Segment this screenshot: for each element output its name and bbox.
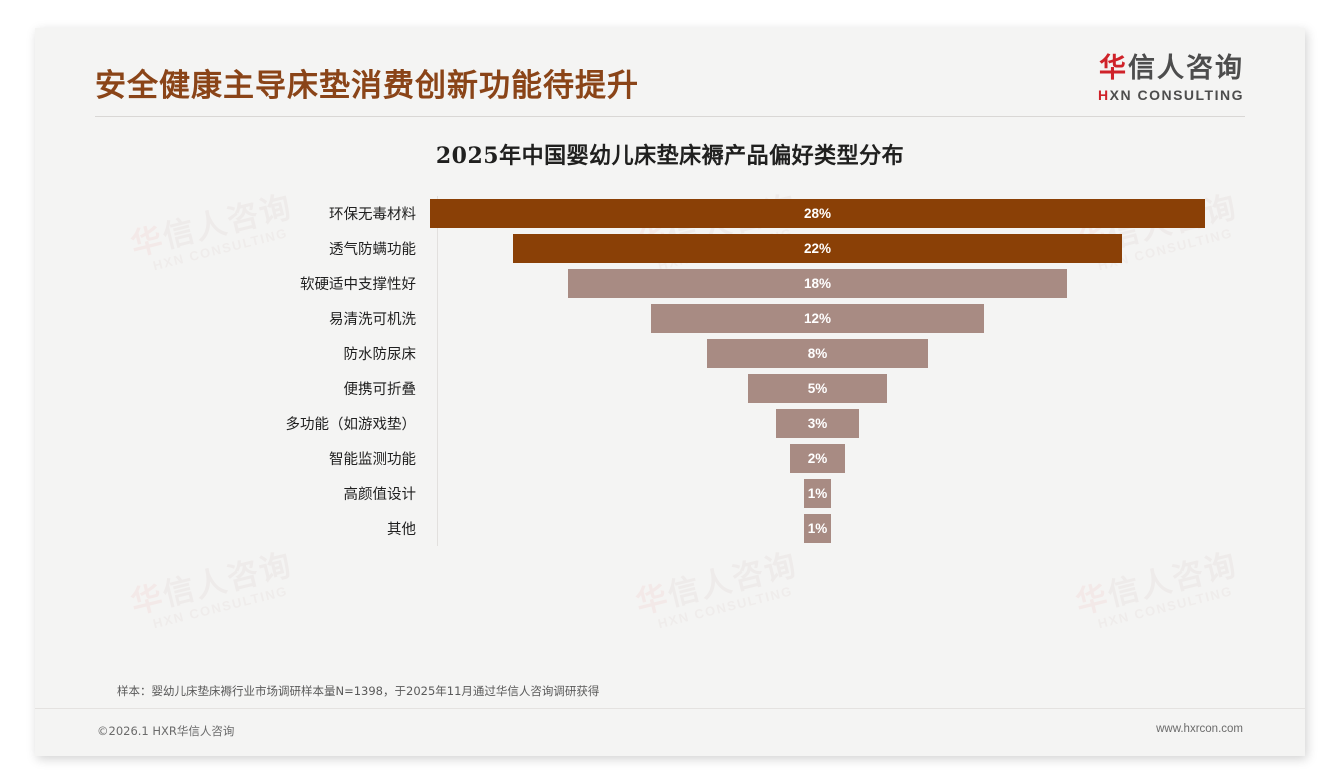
bar-value-label: 3% [807, 416, 828, 431]
bar-value-label: 5% [807, 381, 828, 396]
bar-segment[interactable]: 1% [803, 514, 832, 543]
funnel-row: 其他 1% [120, 511, 1220, 546]
watermark: 华信人咨询 HXN CONSULTING [1070, 539, 1244, 635]
watermark-cn-red: 华 [1072, 578, 1113, 621]
watermark-cn-red: 华 [127, 578, 168, 621]
brand-cn-red: 华 [1099, 53, 1128, 84]
bar-segment[interactable]: 2% [789, 444, 846, 473]
slide-header: 安全健康主导床垫消费创新功能待提升 华信人咨询 HXN CONSULTING [35, 28, 1305, 118]
footer-copyright: ©2026.1 HXR华信人咨询 [97, 724, 235, 738]
bar-value-label: 2% [807, 451, 828, 466]
chart-footnote: 样本：婴幼儿床垫床褥行业市场调研样本量N=1398，于2025年11月通过华信人… [117, 684, 600, 698]
watermark-cn-red: 华 [632, 578, 673, 621]
bar-segment[interactable]: 3% [775, 409, 859, 438]
footer-website[interactable]: www.hxrcon.com [1156, 723, 1243, 735]
bar-segment[interactable]: 1% [803, 479, 832, 508]
funnel-row: 高颜值设计 1% [120, 476, 1220, 511]
bar-track: 1% [430, 476, 1220, 511]
funnel-row: 防水防尿床 8% [120, 336, 1220, 371]
bar-track: 28% [430, 196, 1220, 231]
bar-track: 5% [430, 371, 1220, 406]
funnel-row: 易清洗可机洗 12% [120, 301, 1220, 336]
axis-line [437, 196, 438, 546]
watermark-cn-rest: 信人咨询 [664, 546, 801, 613]
title-divider [95, 116, 1245, 117]
watermark-en: HXN CONSULTING [1096, 583, 1235, 632]
category-label: 多功能（如游戏垫） [285, 417, 417, 433]
funnel-chart: 环保无毒材料 28% 透气防螨功能 22% 软硬适中支撑性好 18% 易清洗可机洗 12% 防水… [120, 196, 1220, 546]
bar-track: 8% [430, 336, 1220, 371]
bar-value-label: 18% [803, 276, 831, 291]
chart-title: 2025年中国婴幼儿床垫床褥产品偏好类型分布 [435, 143, 905, 169]
funnel-row: 软硬适中支撑性好 18% [120, 266, 1220, 301]
watermark-cn-rest: 信人咨询 [1104, 546, 1241, 613]
brand-en-rest: XN CONSULTING [1109, 86, 1244, 103]
bar-segment[interactable]: 12% [651, 304, 984, 333]
category-label: 便携可折叠 [343, 382, 417, 398]
category-label: 透气防螨功能 [329, 242, 416, 258]
category-label: 高颜值设计 [343, 487, 417, 503]
chart-container: 2025年中国婴幼儿床垫床褥产品偏好类型分布 环保无毒材料 28% 透气防螨功能 22… [35, 138, 1305, 546]
bar-segment[interactable]: 18% [568, 269, 1067, 298]
page-title: 安全健康主导床垫消费创新功能待提升 [95, 68, 639, 104]
funnel-row: 多功能（如游戏垫） 3% [120, 406, 1220, 441]
category-label: 环保无毒材料 [329, 207, 416, 223]
bar-track: 1% [430, 511, 1220, 546]
brand-cn-rest: 信人咨询 [1128, 53, 1244, 84]
bar-track: 18% [430, 266, 1220, 301]
bar-value-label: 1% [807, 521, 828, 536]
funnel-row: 透气防螨功能 22% [120, 231, 1220, 266]
funnel-row: 便携可折叠 5% [120, 371, 1220, 406]
bar-value-label: 1% [807, 486, 828, 501]
bar-track: 3% [430, 406, 1220, 441]
watermark: 华信人咨询 HXN CONSULTING [125, 539, 299, 635]
bar-segment[interactable]: 5% [748, 374, 887, 403]
slide-card: 华信人咨询 HXN CONSULTING 华信人咨询 HXN CONSULTIN… [35, 28, 1305, 756]
brand-logo: 华信人咨询 HXN CONSULTING [1098, 54, 1244, 103]
slide-footer: ©2026.1 HXR华信人咨询 www.hxrcon.com [35, 708, 1305, 756]
bar-value-label: 12% [803, 311, 831, 326]
bar-segment[interactable]: 8% [706, 339, 929, 368]
category-label: 智能监测功能 [329, 452, 416, 468]
bar-segment[interactable]: 28% [430, 199, 1205, 228]
category-label: 其他 [387, 522, 416, 538]
bar-track: 12% [430, 301, 1220, 336]
category-label: 防水防尿床 [343, 347, 417, 363]
watermark-cn-rest: 信人咨询 [159, 546, 296, 613]
watermark: 华信人咨询 HXN CONSULTING [630, 539, 804, 635]
bar-segment[interactable]: 22% [513, 234, 1122, 263]
category-label: 软硬适中支撑性好 [300, 277, 416, 293]
bar-track: 22% [430, 231, 1220, 266]
bar-value-label: 28% [803, 206, 832, 221]
funnel-row: 智能监测功能 2% [120, 441, 1220, 476]
bar-value-label: 8% [807, 346, 828, 361]
bar-track: 2% [430, 441, 1220, 476]
footer-divider [35, 708, 1305, 709]
category-label: 易清洗可机洗 [329, 312, 416, 328]
funnel-row: 环保无毒材料 28% [120, 196, 1220, 231]
bar-value-label: 22% [803, 241, 831, 256]
watermark-en: HXN CONSULTING [656, 583, 795, 632]
brand-en-red: H [1098, 86, 1110, 103]
watermark-en: HXN CONSULTING [151, 583, 290, 632]
